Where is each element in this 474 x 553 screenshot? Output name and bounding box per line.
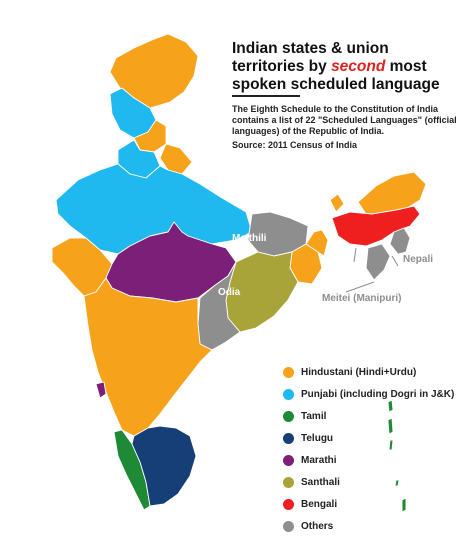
legend-label-telugu: Telugu xyxy=(301,432,334,444)
region-andaman-5 xyxy=(401,497,407,513)
legend-item-marathi: Marathi xyxy=(283,449,454,471)
legend-swatch-punjabi xyxy=(283,388,294,400)
region-meitei xyxy=(365,243,391,281)
region-goa xyxy=(95,381,107,399)
legend-item-bengali: Bengali xyxy=(283,493,454,515)
meitei-leader xyxy=(353,247,357,263)
legend-item-punjabi: Punjabi (including Dogri in J&K) xyxy=(283,383,454,405)
legend-swatch-tamil xyxy=(283,410,294,422)
region-andaman-2 xyxy=(387,417,394,435)
region-deccan xyxy=(83,277,213,437)
legend-swatch-others xyxy=(283,520,294,532)
legend-item-tamil: Tamil xyxy=(283,405,454,427)
region-west-bengal xyxy=(305,229,329,257)
legend-label-hindustani: Hindustani (Hindi+Urdu) xyxy=(301,366,417,378)
map-title: Indian states & union territories by sec… xyxy=(232,40,440,93)
region-sikkim xyxy=(329,193,345,213)
source-text: Source: 2011 Census of India xyxy=(232,140,358,150)
legend-label-bengali: Bengali xyxy=(301,498,338,510)
description-text: The Eighth Schedule to the Constitution … xyxy=(232,104,457,136)
map-legend: Hindustani (Hindi+Urdu) Punjabi (includin… xyxy=(283,361,454,537)
meitei-leader-2 xyxy=(345,281,375,293)
label-nepali: Nepali xyxy=(403,254,434,265)
region-andaman-4 xyxy=(394,479,400,487)
legend-swatch-marathi xyxy=(283,454,294,466)
region-nepali xyxy=(389,227,411,255)
nepali-leader xyxy=(391,255,399,267)
legend-item-telugu: Telugu xyxy=(283,427,454,449)
title-emphasis: second xyxy=(331,58,386,75)
label-maithili: Maithili xyxy=(232,233,267,244)
legend-label-punjabi: Punjabi (including Dogri in J&K) xyxy=(301,388,455,400)
title-rule xyxy=(232,95,300,97)
legend-item-hindustani: Hindustani (Hindi+Urdu) xyxy=(283,361,454,383)
region-bengali xyxy=(331,205,421,247)
legend-label-santhali: Santhali xyxy=(301,476,340,488)
region-andaman-3 xyxy=(388,439,394,451)
region-tamil-nadu xyxy=(131,425,197,507)
label-odia: Odia xyxy=(218,287,241,298)
legend-item-santhali: Santhali xyxy=(283,471,454,493)
region-andaman-1 xyxy=(387,399,394,413)
legend-swatch-hindustani xyxy=(283,366,294,378)
legend-swatch-telugu xyxy=(283,432,294,444)
legend-swatch-bengali xyxy=(283,498,294,510)
legend-swatch-santhali xyxy=(283,476,294,488)
legend-label-tamil: Tamil xyxy=(301,410,327,422)
legend-label-others: Others xyxy=(301,520,334,532)
label-meitei: Meitei (Manipuri) xyxy=(322,293,402,304)
legend-label-marathi: Marathi xyxy=(301,454,337,466)
legend-item-others: Others xyxy=(283,515,454,537)
